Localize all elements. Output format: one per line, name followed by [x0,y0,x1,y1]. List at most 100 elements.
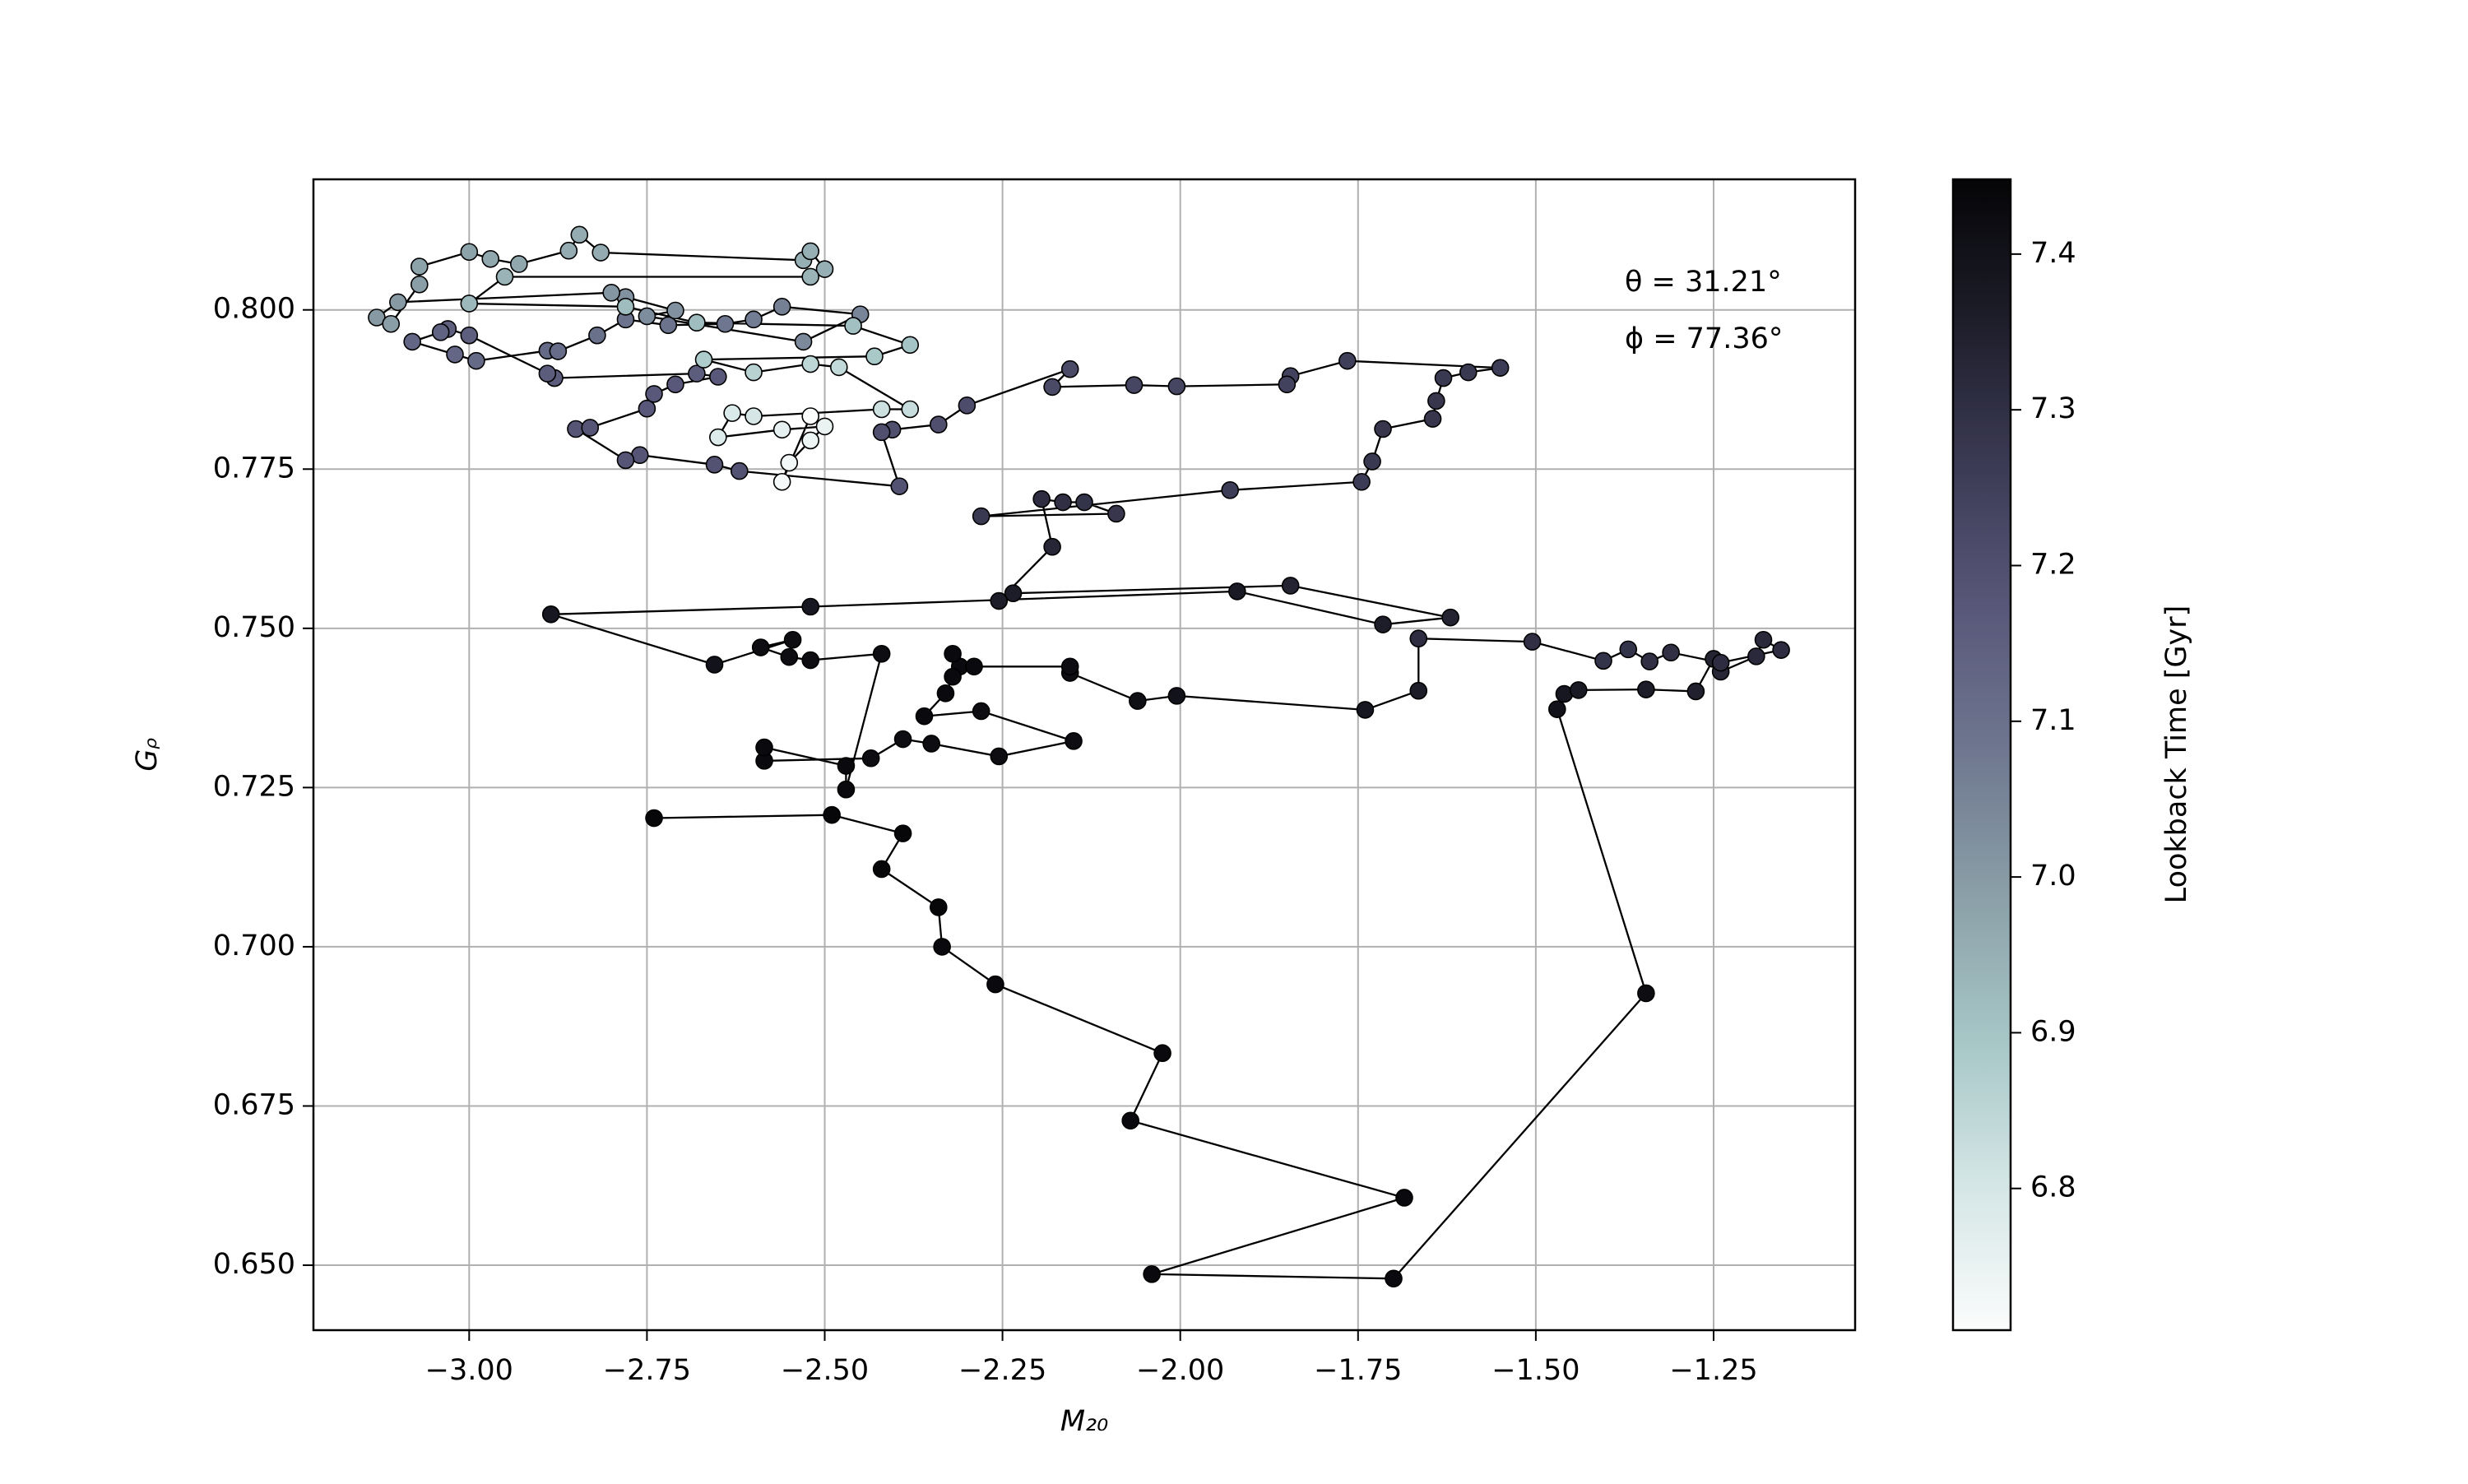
point [872,644,891,663]
colorbar-label: Lookback Time [Gyr] [2160,605,2193,904]
point [616,451,635,470]
point [801,355,820,373]
point [893,730,912,749]
point [481,249,500,268]
point [591,243,610,262]
point [460,294,479,313]
point [1125,376,1144,394]
point [901,400,920,419]
point [1441,608,1459,627]
point [694,350,713,369]
point [1754,630,1773,649]
point [495,267,514,286]
point [1548,700,1566,718]
y-tick-label: 0.725 [213,770,295,803]
x-tick-label: −1.75 [1314,1354,1402,1387]
point [972,702,990,721]
point [1043,378,1061,397]
point [666,301,684,320]
point [837,780,856,799]
point [801,407,820,425]
point [1054,493,1072,512]
point [659,316,678,335]
point [1619,640,1638,659]
point [780,647,799,666]
point [446,345,464,364]
point [705,656,724,674]
point [936,684,955,703]
point [1278,375,1297,394]
point [861,749,880,768]
point [801,242,820,261]
point [1281,577,1300,595]
x-tick-label: −2.00 [1136,1354,1224,1387]
point [745,363,763,382]
point [1004,584,1023,603]
point [1409,681,1428,700]
point [588,326,606,345]
point [460,326,479,345]
point [772,420,791,439]
point [751,638,770,656]
point [801,431,820,450]
point [929,415,948,434]
point [1662,643,1680,662]
point [933,938,951,956]
point [772,298,791,316]
point [638,307,656,326]
point [559,241,578,260]
point [1032,489,1051,508]
point [780,453,799,472]
point [1374,615,1392,633]
point [716,314,735,333]
point [1686,682,1705,701]
point [1153,1044,1171,1063]
colorbar-tick-label: 6.8 [2030,1171,2076,1204]
point [745,310,763,329]
data [368,225,1790,1288]
point [709,368,727,386]
point [688,313,706,332]
x-axis-label: M₂₀ [1060,1405,1108,1438]
point [730,461,749,480]
point [1228,582,1246,601]
colorbar-tick-label: 7.1 [2030,704,2076,737]
point [510,255,528,273]
point [666,375,684,394]
point [1356,701,1375,719]
point [1459,363,1478,382]
point [890,477,909,495]
point [645,385,663,403]
point [431,323,450,341]
point [929,898,948,916]
point [893,824,912,842]
point [1637,680,1655,698]
point [815,417,834,436]
point [1569,681,1588,699]
point [986,975,1004,994]
point [403,332,421,351]
point [958,397,977,415]
point [801,597,820,616]
point [382,314,401,333]
point [541,605,560,624]
point [801,651,820,670]
point [616,298,635,316]
point [990,591,1009,610]
point [1395,1189,1413,1207]
point [1374,420,1392,438]
plot-frame [312,178,1857,1332]
point [1060,359,1079,378]
point [1491,359,1510,377]
point [965,657,983,676]
x-tick-label: −2.50 [781,1354,869,1387]
point [1075,493,1093,512]
colorbar [1951,178,2012,1332]
y-tick-label: 0.650 [213,1248,295,1281]
point [705,456,724,474]
point [1637,984,1655,1003]
point [410,275,429,294]
point [1711,653,1730,672]
point [1523,633,1542,651]
